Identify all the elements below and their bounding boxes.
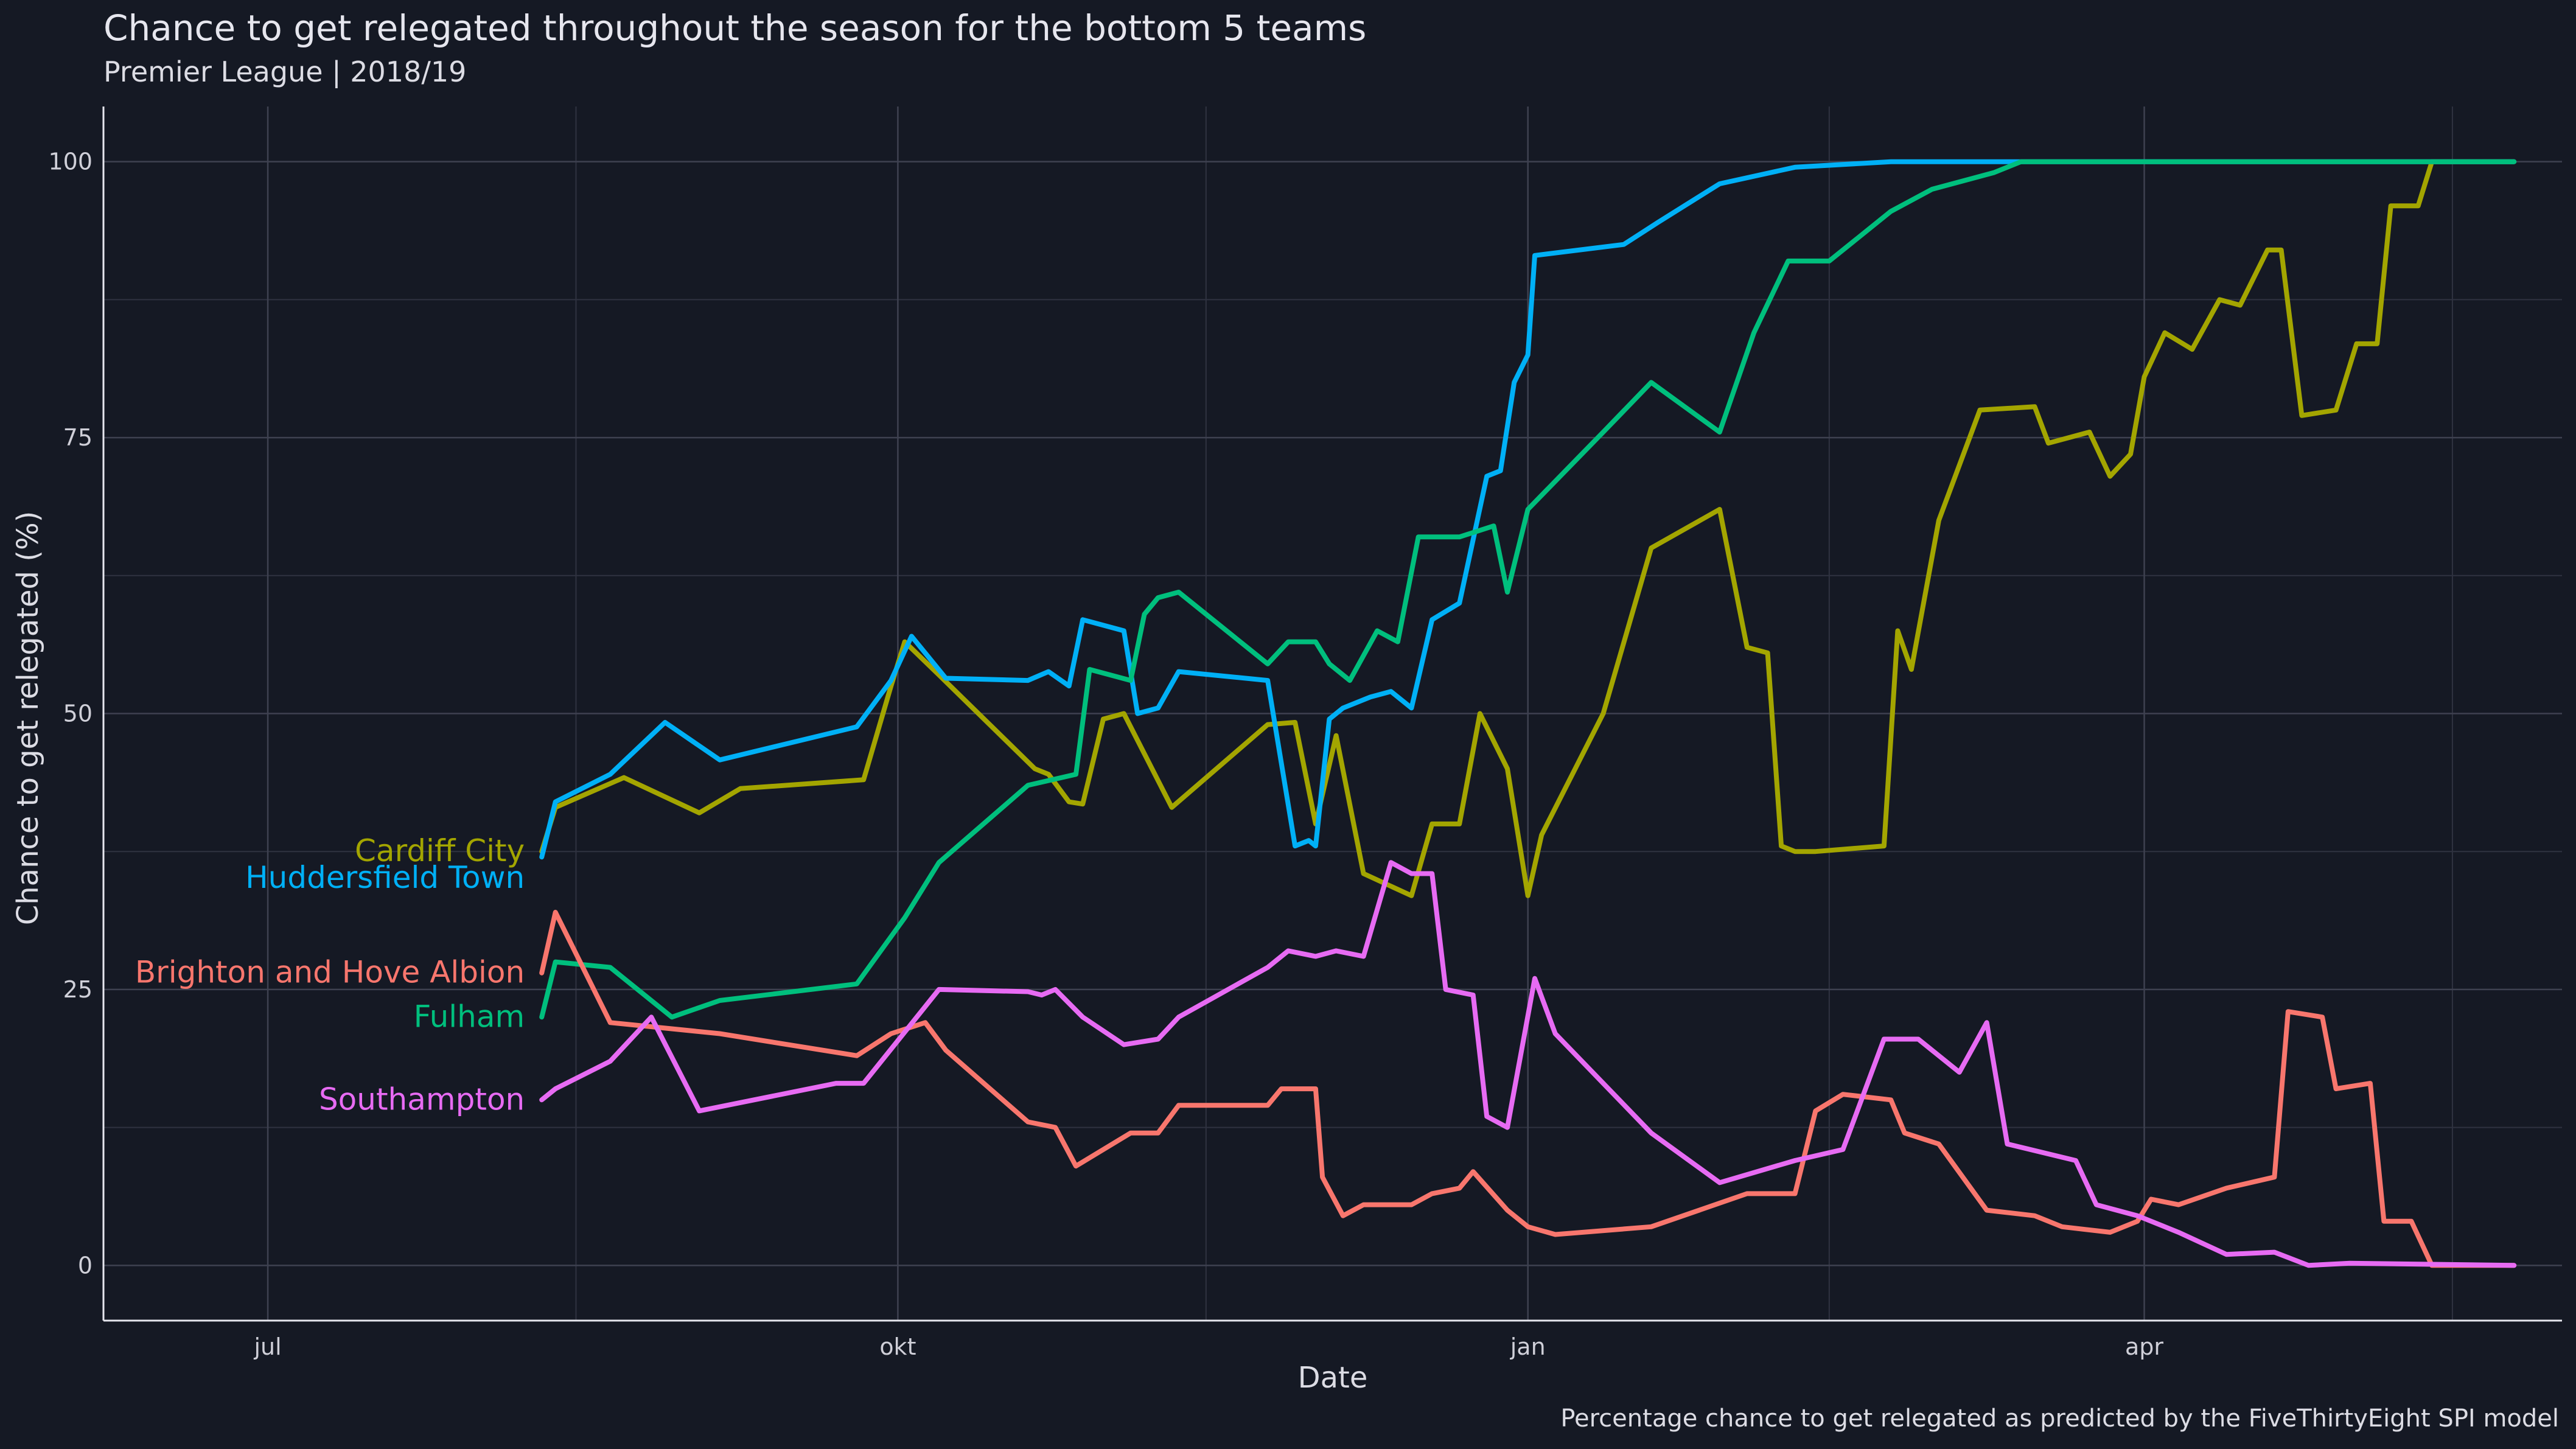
x-tick-label: okt [879,1333,916,1360]
y-tick-label: 50 [63,700,92,727]
series-label-brighton-and-hove-albion: Brighton and Hove Albion [135,955,525,990]
series-label-huddersfield-town: Huddersfield Town [245,860,525,895]
x-tick-label: jul [253,1333,281,1360]
y-tick-label: 25 [63,976,92,1003]
x-axis-title: Date [1298,1361,1368,1395]
chart-subtitle: Premier League | 2018/19 [103,55,466,89]
y-axis-title: Chance to get relegated (%) [11,511,45,926]
series-lines [539,159,2517,1268]
y-tick-label: 0 [78,1252,92,1279]
chart-title: Chance to get relegated throughout the s… [103,7,1366,49]
series-line-southampton [539,860,2517,1268]
chart-caption: Percentage chance to get relegated as pr… [1560,1405,2559,1433]
series-label-cardiff-city: Cardiff City [355,833,525,868]
x-tick-label: jan [1510,1333,1546,1360]
series-line-fulham [539,159,2517,1020]
series-line-cardiff-city [539,159,2517,898]
series-line-huddersfield-town [539,159,2517,860]
y-tick-label: 100 [48,148,92,175]
x-tick-label: apr [2125,1333,2163,1360]
series-label-southampton: Southampton [319,1081,525,1117]
series-line-brighton-and-hove-albion [539,910,2517,1268]
axis-ticks: 0 25 50 75 100 jul okt jan apr [48,148,2163,1360]
y-tick-label: 75 [63,424,92,451]
series-label-fulham: Fulham [414,999,525,1034]
